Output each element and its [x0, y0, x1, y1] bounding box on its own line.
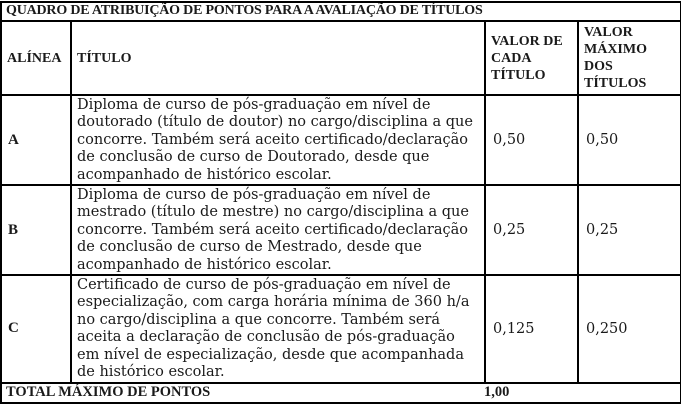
- table-title: QUADRO DE ATRIBUIÇÃO DE PONTOS PARA A AV…: [0, 1, 681, 22]
- table-row-a: A Diploma de curso de pós-graduação em n…: [0, 93, 681, 187]
- titulo-cell-b: Diploma de curso de pós-graduação em nív…: [70, 184, 486, 277]
- alinea-cell-a: A: [0, 93, 72, 187]
- titulo-cell-a: Diploma de curso de pós-graduação em nív…: [70, 93, 486, 187]
- valor-cada-cell-a: 0,50: [484, 93, 579, 187]
- table-header-row: ALÍNEA TÍTULO VALOR DE CADA TÍTULO VALOR…: [0, 20, 681, 96]
- alinea-cell-b: B: [0, 184, 72, 277]
- table-title-row: QUADRO DE ATRIBUIÇÃO DE PONTOS PARA A AV…: [0, 1, 681, 22]
- table-row-c: C Certificado de curso de pós-graduação …: [0, 274, 681, 384]
- valor-maximo-cell-c: 0,250: [576, 274, 681, 384]
- footer-total-value: 1,00: [484, 383, 510, 400]
- table-row-b: B Diploma de curso de pós-graduação em n…: [0, 184, 681, 277]
- alinea-cell-c: C: [0, 274, 72, 384]
- valor-maximo-cell-a: 0,50: [576, 93, 681, 187]
- valor-cada-cell-b: 0,25: [484, 184, 579, 277]
- footer-total-label: TOTAL MÁXIMO DE PONTOS: [6, 383, 211, 400]
- titulo-cell-c: Certificado de curso de pós-graduação em…: [70, 274, 486, 384]
- column-header-alinea: ALÍNEA: [0, 20, 72, 96]
- column-header-titulo: TÍTULO: [70, 20, 486, 96]
- valor-cada-cell-c: 0,125: [484, 274, 579, 384]
- column-header-valor-cada-titulo: VALOR DE CADA TÍTULO: [484, 20, 579, 96]
- column-header-valor-maximo-titulos: VALOR MÁXIMO DOS TÍTULOS: [576, 20, 681, 96]
- valor-maximo-cell-b: 0,25: [576, 184, 681, 277]
